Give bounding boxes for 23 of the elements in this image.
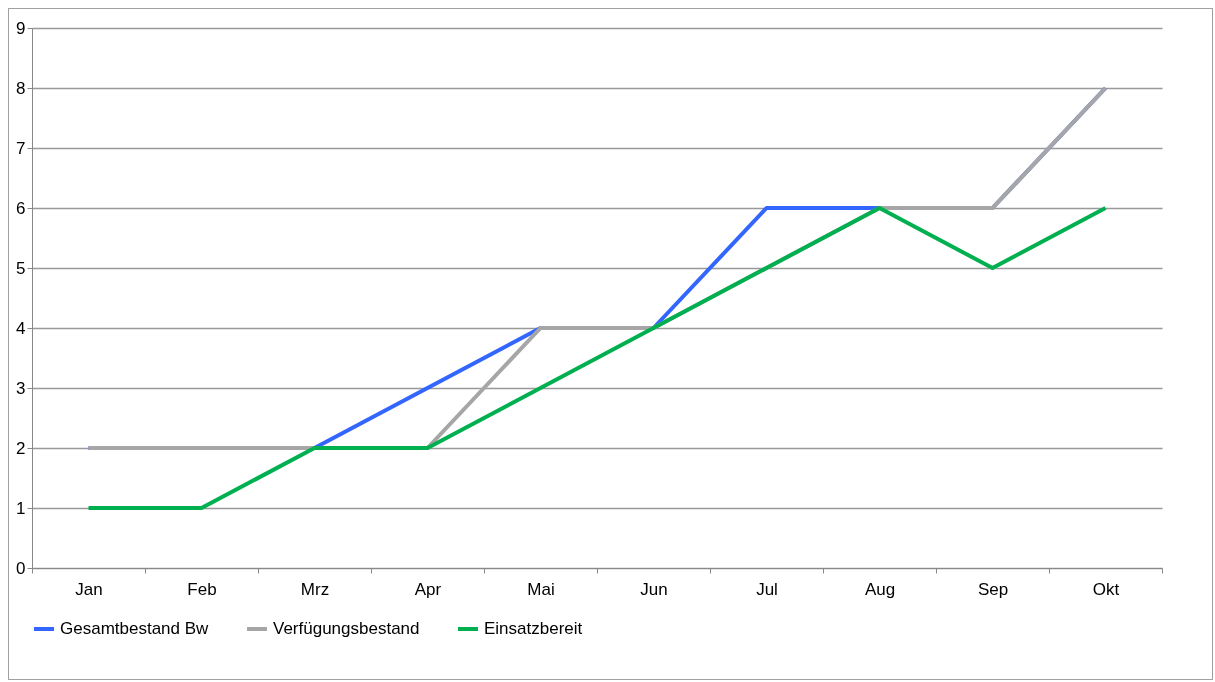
x-tick-label: Aug [864, 579, 896, 599]
x-tick-label: Feb [187, 579, 217, 599]
y-tick-label: 3 [16, 378, 26, 398]
x-tick-label: Jul [756, 579, 778, 599]
x-tick-label: Jan [75, 579, 103, 599]
y-tick-label: 9 [16, 18, 26, 38]
legend-label: Verfügungsbestand [273, 619, 420, 638]
x-tick-label: Mai [527, 579, 555, 599]
y-tick-label: 0 [16, 558, 26, 578]
y-tick-label: 2 [16, 438, 26, 458]
y-tick-label: 7 [16, 138, 26, 158]
y-tick-label: 8 [16, 78, 26, 98]
x-tick-label: Sep [977, 579, 1009, 599]
x-tick-label: Jun [640, 579, 668, 599]
y-tick-label: 5 [16, 258, 26, 278]
x-tick-label: Apr [414, 579, 442, 599]
legend-label: Einsatzbereit [484, 619, 583, 638]
x-tick-label: Mrz [300, 579, 330, 599]
y-tick-label: 1 [16, 498, 26, 518]
x-tick-label: Okt [1092, 579, 1120, 599]
legend-label: Gesamtbestand Bw [60, 619, 210, 638]
y-tick-label: 6 [16, 198, 26, 218]
y-tick-label: 4 [16, 318, 26, 338]
